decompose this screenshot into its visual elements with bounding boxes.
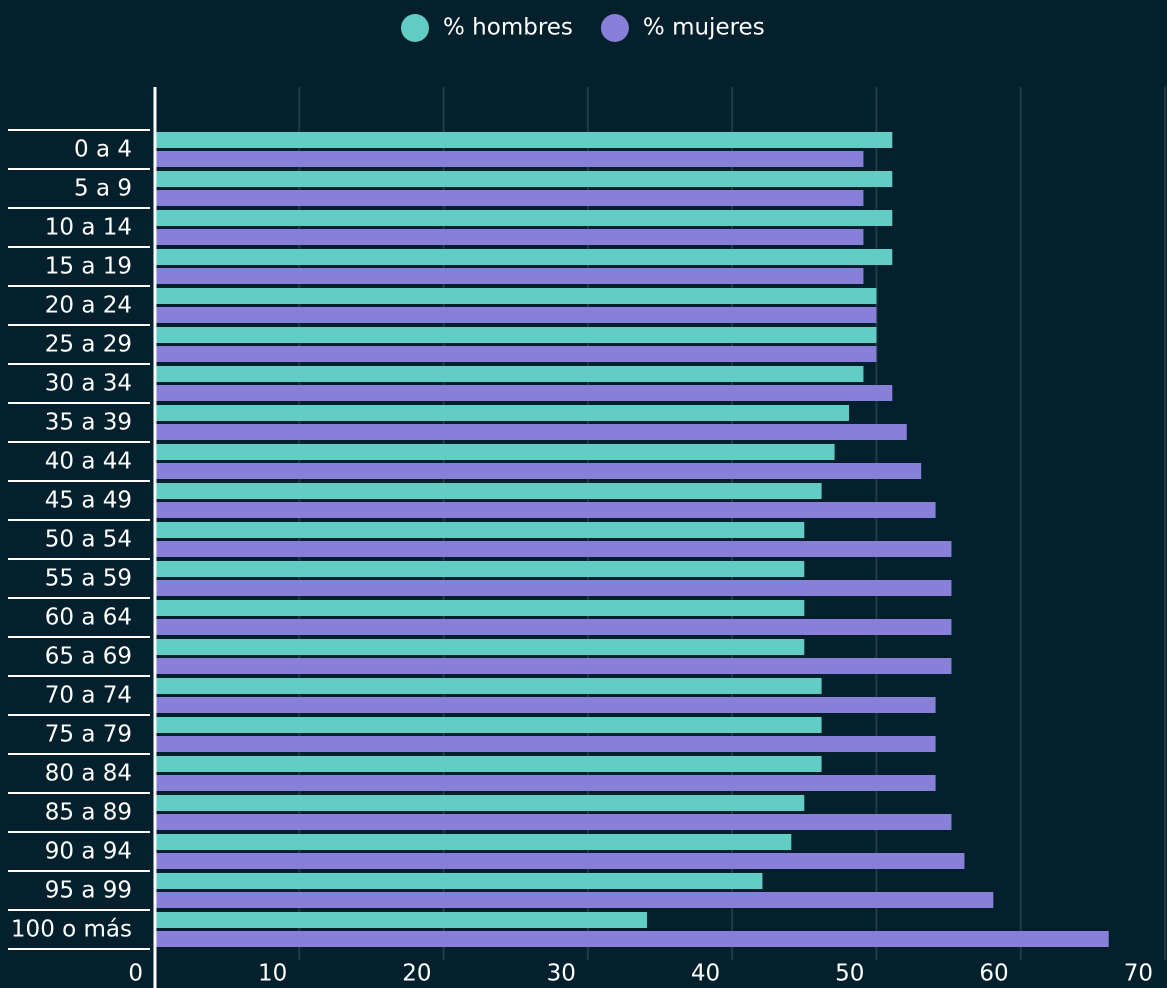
bar [155,736,936,752]
y-tick-label: 55 a 59 [45,566,132,592]
y-tick-label: 10 a 14 [45,215,132,241]
y-tick-label: 95 a 99 [45,878,132,904]
bar [155,366,864,382]
bar [155,424,907,440]
bar [155,931,1109,947]
bar [155,541,952,557]
bar [155,600,805,616]
y-tick-label: 90 a 94 [45,839,132,865]
bar [155,892,994,908]
legend-label: % hombres [443,15,573,41]
bar [155,346,877,362]
bar [155,444,835,460]
bar [155,522,805,538]
bar [155,912,648,928]
y-tick-label: 30 a 34 [45,371,132,397]
bar [155,814,952,830]
x-tick-label: 50 [835,961,864,987]
bar [155,502,936,518]
bar [155,307,877,323]
y-tick-label: 50 a 54 [45,527,132,553]
x-tick-label: 30 [547,961,576,987]
y-tick-label: 5 a 9 [74,176,132,202]
legend-swatch [401,14,429,42]
bar [155,327,877,343]
x-tick-label: 40 [691,961,720,987]
y-tick-label: 85 a 89 [45,800,132,826]
y-tick-label: 45 a 49 [45,488,132,514]
bar [155,619,952,635]
bar [155,775,936,791]
bar [155,210,893,226]
bar [155,853,965,869]
y-tick-label: 80 a 84 [45,761,132,787]
bar [155,834,792,850]
bar [155,697,936,713]
bar [155,580,952,596]
y-tick-label: 75 a 79 [45,722,132,748]
legend-swatch [600,14,629,42]
y-tick-label: 20 a 24 [45,293,132,319]
bar [155,405,850,421]
bar [155,229,864,245]
y-tick-label: 60 a 64 [45,605,132,631]
x-tick-label: 0 [128,961,143,987]
bar [155,385,893,401]
bar [155,132,893,148]
x-tick-label: 20 [402,961,431,987]
bar [155,658,952,674]
y-tick-label: 35 a 39 [45,410,132,436]
bar [155,171,893,187]
bar [155,249,893,265]
bar [155,717,822,733]
bar [155,756,822,772]
y-tick-label: 65 a 69 [45,644,132,670]
y-tick-label: 25 a 29 [45,332,132,358]
bar [155,288,877,304]
y-tick-label: 40 a 44 [45,449,132,475]
bar [155,463,922,479]
bar [155,678,822,694]
x-tick-label: 70 [1124,961,1153,987]
bar [155,483,822,499]
legend-label: % mujeres [643,15,765,41]
bar [155,268,864,284]
bar [155,795,805,811]
bar [155,190,864,206]
x-tick-label: 10 [258,961,287,987]
bar [155,151,864,167]
y-tick-label: 100 o más [11,917,132,943]
y-tick-label: 15 a 19 [45,254,132,280]
x-tick-label: 60 [979,961,1008,987]
bar [155,561,805,577]
y-tick-label: 70 a 74 [45,683,132,709]
bar [155,873,763,889]
y-tick-label: 0 a 4 [74,137,132,163]
bar [155,639,805,655]
